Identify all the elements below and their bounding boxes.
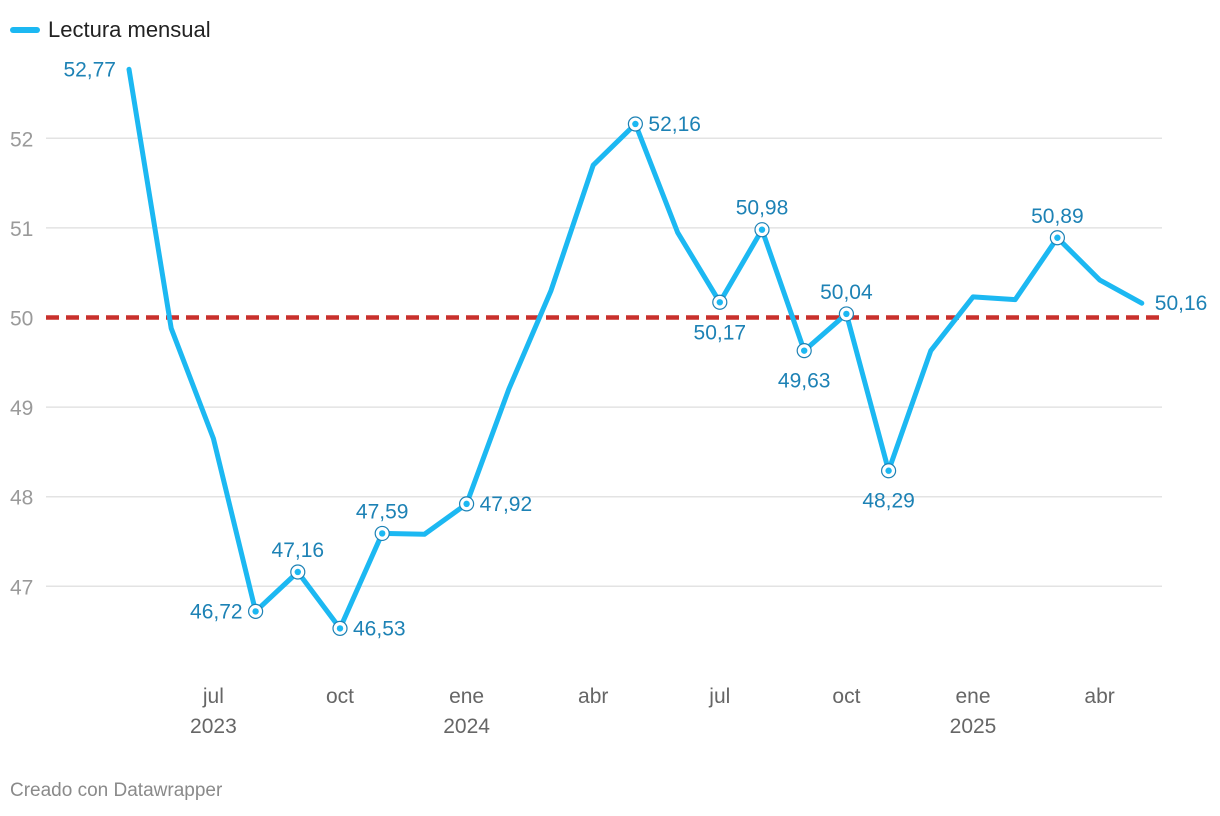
legend-label: Lectura mensual xyxy=(48,17,211,42)
data-label: 50,04 xyxy=(820,281,873,304)
data-label: 52,77 xyxy=(63,58,116,81)
x-tick-year-label: 2025 xyxy=(950,715,997,738)
data-label: 50,17 xyxy=(694,321,747,344)
footer-credit: Creado con Datawrapper xyxy=(10,780,223,801)
x-tick-label: jul xyxy=(202,685,224,708)
y-tick-label: 48 xyxy=(10,487,33,510)
data-point-dot xyxy=(252,608,259,615)
y-tick-label: 51 xyxy=(10,218,33,241)
gridlines xyxy=(46,137,1162,588)
y-tick-label: 50 xyxy=(10,308,33,331)
y-axis: 47 48 49 50 51 52 xyxy=(10,128,33,599)
x-tick-year-label: 2024 xyxy=(443,715,490,738)
data-label: 47,16 xyxy=(272,539,325,562)
data-point-dot xyxy=(379,530,386,537)
data-point-dot xyxy=(716,299,723,306)
data-point-dot xyxy=(1054,234,1061,241)
x-tick-label: oct xyxy=(326,685,354,708)
y-tick-label: 49 xyxy=(10,397,33,420)
x-tick-label: jul xyxy=(708,685,730,708)
y-tick-label: 52 xyxy=(10,128,33,151)
x-tick-label: ene xyxy=(449,685,484,708)
legend: Lectura mensual xyxy=(10,16,211,44)
legend-swatch xyxy=(10,27,40,33)
data-label: 52,16 xyxy=(648,113,701,136)
data-label: 47,59 xyxy=(356,500,409,523)
x-axis: jul 2023 oct ene 2024 abr jul oct ene 2025 abr xyxy=(190,685,1115,738)
data-point-dot xyxy=(843,310,850,318)
data-point-dot xyxy=(885,467,892,474)
data-label: 47,92 xyxy=(480,493,533,516)
data-point-dot xyxy=(336,625,344,632)
markers-group xyxy=(248,116,1066,637)
line-chart: 47 48 49 50 51 52 jul 2023 oct ene 2024 abr jul oct e… xyxy=(10,58,1207,738)
data-label: 50,98 xyxy=(736,197,789,220)
data-label: 49,63 xyxy=(778,370,831,393)
data-label: 50,16 xyxy=(1155,292,1208,315)
data-label: 48,29 xyxy=(862,490,915,513)
data-point-dot xyxy=(801,347,808,354)
y-tick-label: 47 xyxy=(10,576,33,599)
data-label: 46,72 xyxy=(190,600,243,623)
data-point-dot xyxy=(463,500,470,508)
x-tick-label: abr xyxy=(578,685,608,708)
data-point-dot xyxy=(758,226,766,233)
data-point-dot xyxy=(294,568,301,576)
data-label: 46,53 xyxy=(353,617,406,640)
data-label: 50,89 xyxy=(1031,205,1084,228)
x-tick-label: oct xyxy=(832,685,860,708)
data-labels-group: 52,77 46,72 47,16 46,53 47,59 47,92 52,16 50,17… xyxy=(63,58,1207,640)
data-point-dot xyxy=(632,120,639,128)
x-tick-label: abr xyxy=(1084,685,1114,708)
x-tick-year-label: 2023 xyxy=(190,715,237,738)
x-tick-label: ene xyxy=(955,685,990,708)
